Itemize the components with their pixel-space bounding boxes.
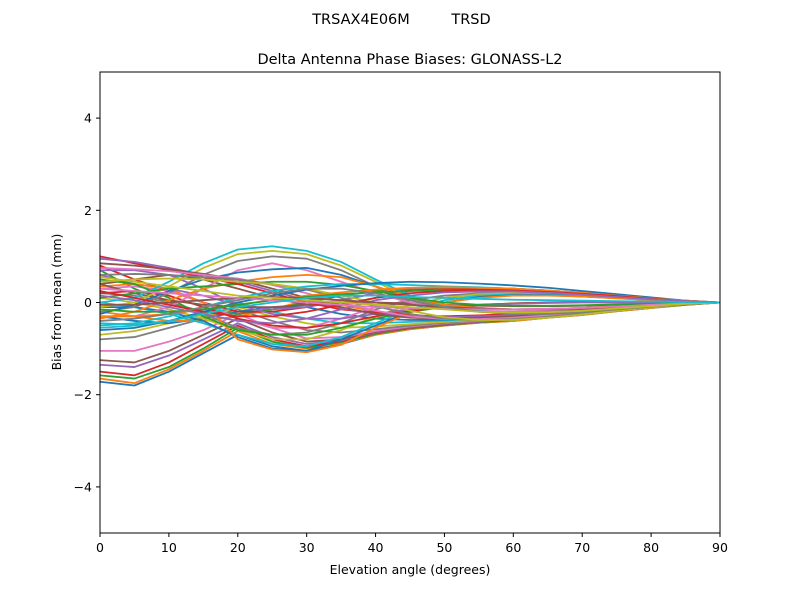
y-tick-label: 0 bbox=[84, 295, 92, 310]
x-axis-label: Elevation angle (degrees) bbox=[330, 562, 491, 577]
x-tick-label: 60 bbox=[505, 540, 521, 555]
figure-suptitle-right: TRSD bbox=[450, 12, 490, 28]
series-line-49 bbox=[99, 276, 721, 314]
series-line-48 bbox=[99, 287, 721, 322]
x-tick-label: 30 bbox=[299, 540, 315, 555]
x-tick-label: 90 bbox=[712, 540, 728, 555]
y-axis-label: Bias from mean (mm) bbox=[49, 234, 64, 371]
series-lines bbox=[99, 245, 721, 387]
y-axis-ticks: −4 −2 0 2 4 bbox=[74, 111, 100, 494]
series-line-39 bbox=[99, 277, 721, 321]
y-tick-label: 4 bbox=[84, 111, 92, 126]
x-tick-label: 20 bbox=[230, 540, 246, 555]
series-line-44 bbox=[99, 289, 721, 318]
y-tick-label: −2 bbox=[74, 387, 92, 402]
x-tick-label: 10 bbox=[161, 540, 177, 555]
y-tick-label: −4 bbox=[74, 479, 92, 494]
x-axis-ticks: 0 10 20 30 40 50 60 70 80 90 bbox=[96, 533, 728, 555]
series-line-47 bbox=[99, 287, 721, 311]
x-tick-label: 0 bbox=[96, 540, 104, 555]
series-line-50 bbox=[99, 294, 721, 329]
x-tick-label: 40 bbox=[368, 540, 384, 555]
x-tick-label: 70 bbox=[574, 540, 590, 555]
y-tick-label: 2 bbox=[84, 203, 92, 218]
x-tick-label: 50 bbox=[436, 540, 452, 555]
figure-suptitle-left: TRSAX4E06M bbox=[311, 12, 410, 28]
chart-title: Delta Antenna Phase Biases: GLONASS-L2 bbox=[257, 52, 562, 68]
series-line-33 bbox=[99, 280, 721, 307]
series-line-22 bbox=[99, 283, 721, 354]
x-tick-label: 80 bbox=[643, 540, 659, 555]
